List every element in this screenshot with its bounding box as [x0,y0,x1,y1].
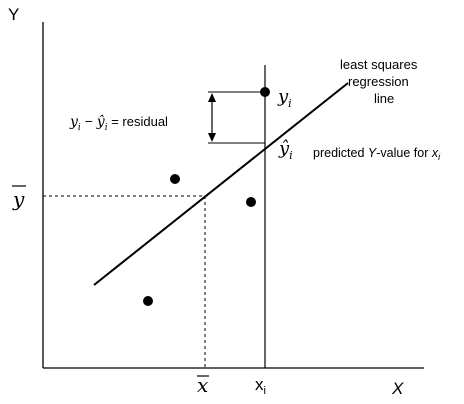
svg-text:y: y [12,187,25,211]
line-label-2: regression [348,74,409,89]
y-i-label: yi [277,86,292,110]
line-label-1: least squares [340,57,418,72]
y-bar-label: y [12,185,26,211]
data-point [170,174,180,184]
x-bar-label: x [197,373,209,397]
y-axis-label: Y [8,5,19,24]
residual-equation: yi − ŷi = residual [69,113,168,133]
y-hat-i-label: ŷi [278,138,293,162]
data-point [246,197,256,207]
x-i-label: xi [255,375,266,397]
line-label-3: line [374,91,394,106]
predicted-value-label: predicted Y-value for xi [313,146,441,162]
svg-text:x: x [197,373,208,397]
regression-line [93,82,349,286]
x-axis-label: X [391,379,404,398]
data-point [143,296,153,306]
residual-double-arrow [208,93,216,142]
